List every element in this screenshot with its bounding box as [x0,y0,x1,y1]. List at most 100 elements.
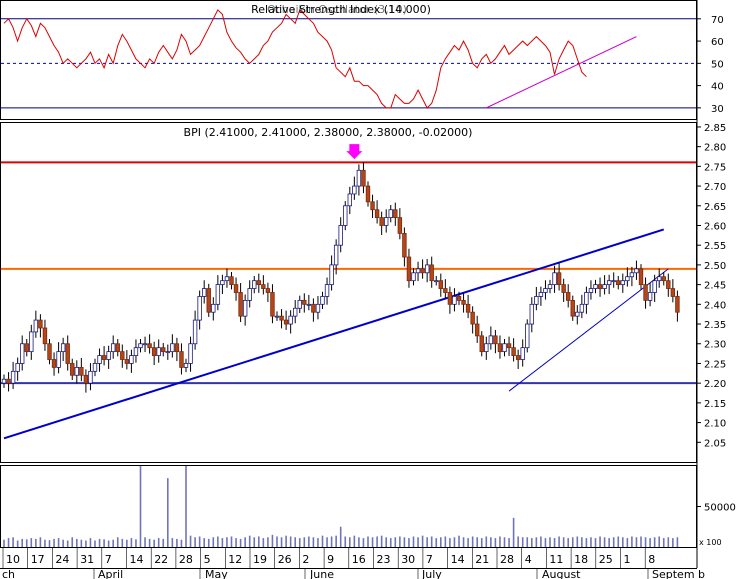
price-tick-label: 2.75 [704,162,726,173]
candle-down [361,169,366,187]
candle-up [602,284,607,289]
candle-down [370,201,375,211]
candle-up [1,378,7,384]
candle-up [324,284,330,297]
candle-down [461,299,466,305]
month-label: ch [2,568,15,579]
candle-up [552,272,557,286]
x-tick-label: 25 [599,553,613,566]
candle-down [311,303,316,313]
price-title: BPI (2.41000, 2.41000, 2.38000, 2.38000,… [184,126,473,139]
candle-up [579,303,585,313]
candle-up [424,264,430,274]
candle-up [247,288,252,301]
candle-up [165,351,170,354]
candle-up [19,343,25,364]
x-tick-label: 9 [327,553,334,566]
candle-up [620,280,625,286]
volume-panel-frame [0,465,697,548]
candle-down [147,343,152,349]
candle-up [575,311,580,317]
candle-up [611,280,616,283]
candle-up [593,284,598,289]
candle-up [197,296,202,321]
rsi-title: Relative Strength Index (14.000) [251,3,431,16]
x-tick-label: 10 [6,553,20,566]
x-tick-label: 2 [302,553,309,566]
price-tick-label: 2.35 [704,320,726,331]
x-tick-label: 23 [377,553,391,566]
candle-up [629,272,635,278]
candle-up [657,276,662,282]
candle-down [515,355,521,360]
candle-up [138,343,143,349]
x-tick-label: 8 [648,553,655,566]
candle-up [297,299,302,309]
candle-up [606,280,612,286]
candle-up [634,268,639,274]
rsi-y-axis: 30 40 50 60 70 [697,15,724,115]
x-tick-label: 22 [154,553,168,566]
candle-up [142,343,148,346]
candle-up [242,299,248,317]
x-tick-label: 31 [80,553,94,566]
candle-down [616,280,621,286]
candle-down [283,319,289,325]
price-y-axis: 2.05 2.10 2.15 2.20 2.25 2.30 2.35 2.40 2.45 2.50… [697,123,726,449]
x-tick-label: 30 [401,553,415,566]
candle-down [179,351,184,368]
price-tick-label: 2.60 [704,221,726,232]
price-tick-label: 2.05 [704,438,726,449]
candle-down [479,335,484,353]
candle-up [538,292,544,297]
month-label: August [542,568,581,579]
x-tick-label: 21 [475,553,489,566]
candle-down [597,284,603,289]
candle-down [374,209,380,219]
candle-up [183,363,189,368]
candle-down [456,296,462,301]
candle-up [170,343,175,353]
candle-up [111,343,116,353]
candle-up [502,343,507,353]
candle-up [88,370,93,384]
candle-up [211,303,216,313]
x-tick-label: 14 [451,553,465,566]
price-tick-label: 2.55 [704,241,726,252]
candle-up [252,280,257,289]
candle-down [206,288,211,313]
price-tick-label: 2.45 [704,281,726,292]
candle-up [106,351,111,360]
x-tick-label: 7 [105,553,112,566]
candle-up [92,363,98,372]
candle-down [115,343,120,353]
candle-down [470,311,475,325]
price-tick-label: 2.25 [704,359,726,370]
candle-down [24,343,29,353]
candle-down [474,323,480,337]
x-tick-label: 11 [549,553,563,566]
rsi-title-overlay: Ochaikin Oscillator (3,10) [267,3,407,16]
candle-up [192,319,198,345]
candle-down [393,209,398,219]
volume-tick-label: 50000 [704,503,736,514]
price-candles [1,162,680,393]
candle-down [379,217,384,226]
price-tick-label: 2.65 [704,202,726,213]
candle-up [625,276,630,282]
candle-up [543,288,548,293]
candle-down [556,272,562,286]
candle-up [306,303,312,306]
rsi-tick-label: 40 [711,82,724,93]
candle-up [411,272,416,282]
candle-up [15,363,20,372]
candle-up [315,303,321,313]
month-label: July [421,568,442,579]
candle-down [70,363,75,376]
candle-up [97,355,102,364]
candle-down [406,256,412,282]
volume-unit-label: x 100 [699,538,722,547]
candle-down [101,355,107,360]
candle-down [124,359,130,364]
candle-down [447,292,453,305]
